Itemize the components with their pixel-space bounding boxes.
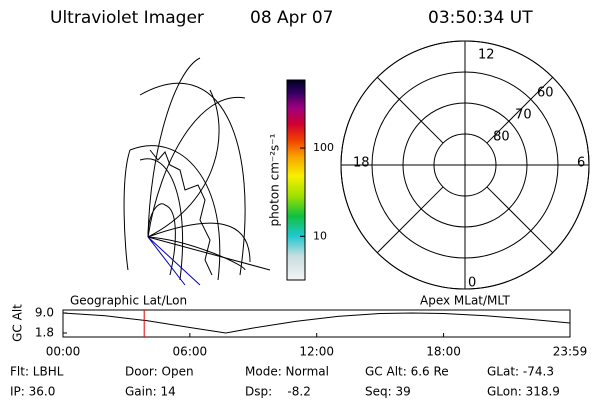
info-field: Seq: 39	[365, 385, 411, 399]
info-field: Dsp: -8.2	[245, 385, 311, 399]
lat-label: 70	[515, 107, 532, 122]
info-field: GC Alt: 6.6 Re	[365, 365, 449, 379]
x-tick-label: 06:00	[173, 345, 208, 359]
lat-label: 60	[537, 85, 554, 100]
time: 03:50:34 UT	[428, 8, 533, 28]
info-field: Mode: Normal	[245, 365, 329, 379]
mlt-label: 6	[577, 156, 585, 171]
date: 08 Apr 07	[250, 8, 333, 28]
polar-spoke	[486, 76, 554, 144]
strip-right-label: Apex MLat/MLT	[420, 294, 510, 308]
colorbar-label: photon cm⁻²s⁻¹	[268, 133, 282, 226]
x-tick-label: 00:00	[46, 345, 81, 359]
info-field: GLon: 318.9	[487, 385, 560, 399]
y-tick-label: 1.8	[35, 326, 54, 340]
info-field: IP: 36.0	[10, 385, 55, 399]
polar-spoke	[376, 76, 444, 144]
strip-y-label: GC Alt	[11, 304, 25, 342]
x-tick-label: 12:00	[299, 345, 334, 359]
strip-left-label: Geographic Lat/Lon	[70, 294, 187, 308]
strip-frame	[62, 309, 571, 338]
info-field: Gain: 14	[125, 385, 176, 399]
polar-spoke	[376, 186, 444, 254]
mlt-label: 18	[353, 156, 370, 171]
x-tick-label: 18:00	[426, 345, 461, 359]
info-field: GLat: -74.3	[487, 365, 554, 379]
info-field: Flt: LBHL	[10, 365, 64, 379]
mlt-label: 0	[468, 276, 476, 291]
globe	[123, 57, 271, 286]
mlt-label: 12	[478, 48, 495, 63]
altitude-line	[62, 312, 571, 334]
y-tick-label: 9.0	[35, 306, 54, 320]
polar-spoke	[486, 186, 554, 254]
info-field: Door: Open	[125, 365, 194, 379]
colorbar-tick-label: 100	[313, 141, 334, 154]
colorbar-tick-label: 10	[313, 229, 327, 242]
colorbar	[286, 79, 306, 281]
x-tick-label: 23:59	[553, 345, 588, 359]
title: Ultraviolet Imager	[50, 8, 204, 28]
lat-label: 80	[493, 129, 510, 144]
